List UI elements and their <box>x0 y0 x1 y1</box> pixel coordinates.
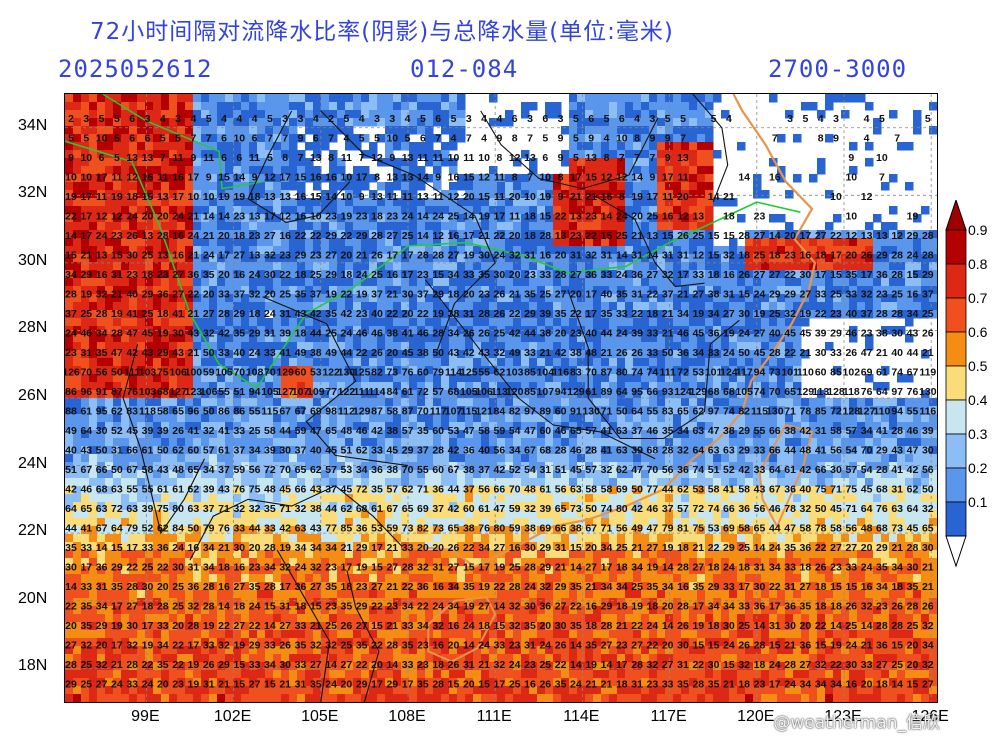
lon-label: 114E <box>563 708 600 725</box>
colorbar-segment <box>945 297 967 333</box>
colorbar-tick-label: 0.1 <box>968 494 988 510</box>
colorbar-tick-label: 0.4 <box>968 392 988 408</box>
colorbar-segment <box>945 399 967 435</box>
lon-label: 120E <box>737 708 775 725</box>
lon-label: 126E <box>911 708 949 725</box>
lat-label: 22N <box>18 522 48 540</box>
lat-label: 34N <box>18 116 48 134</box>
colorbar-tick-label: 0.5 <box>968 358 988 374</box>
init-date: 2025052612 <box>58 55 213 83</box>
colorbar-segment <box>945 331 967 367</box>
graticule <box>65 94 937 702</box>
colorbar-tick-label: 0.7 <box>968 290 988 306</box>
lat-label: 18N <box>18 657 48 675</box>
ratio-shading <box>65 94 937 702</box>
lon-label: 105E <box>301 708 339 725</box>
lat-label: 30N <box>18 251 48 269</box>
colorbar-tick-label: 0.9 <box>968 222 988 238</box>
lat-label: 24N <box>18 454 48 472</box>
colorbar-tick-label: 0.8 <box>968 256 988 272</box>
lat-label: 32N <box>18 184 48 202</box>
lon-label: 117E <box>650 708 687 725</box>
colorbar-segment <box>945 467 967 503</box>
colorbar-segment <box>945 433 967 469</box>
lat-label: 26N <box>18 387 48 404</box>
colorbar-segment <box>945 365 967 401</box>
lat-label: 28N <box>18 319 48 337</box>
colorbar-tick-label: 0.3 <box>968 426 988 442</box>
colorbar-tick-label: 0.2 <box>968 460 988 476</box>
colorbar-segment <box>945 263 967 299</box>
colorbar-bottom-arrow <box>945 535 967 568</box>
lon-label: 111E <box>476 708 512 725</box>
colorbar-segment <box>945 501 967 537</box>
colorbar-top-arrow <box>945 200 967 231</box>
ensemble-range: 2700-3000 <box>768 55 908 83</box>
colorbar-segment <box>945 229 967 265</box>
lat-label: 20N <box>18 589 48 607</box>
watermark: @weatherman_信欣 <box>773 713 940 733</box>
colorbar-tick-label: 0.6 <box>968 324 988 340</box>
map-title: 72小时间隔对流降水比率(阴影)与总降水量(单位:毫米) <box>90 19 674 45</box>
lon-label: 102E <box>213 708 252 725</box>
colorbar <box>945 200 967 568</box>
lon-label: 108E <box>388 708 426 725</box>
forecast-hours: 012-084 <box>410 55 519 83</box>
lon-label: 99E <box>131 708 160 725</box>
lon-label: 123E <box>824 708 862 725</box>
